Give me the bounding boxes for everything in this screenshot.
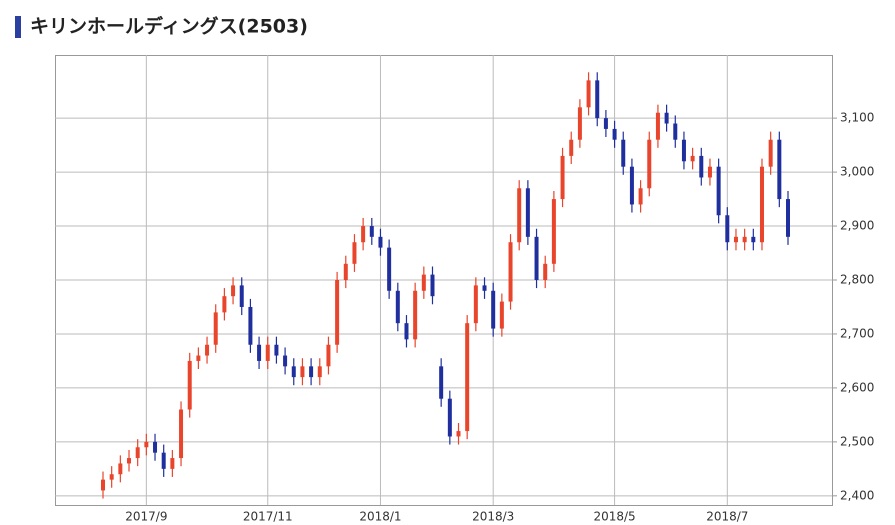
candle-body: [725, 215, 730, 243]
candle-body: [681, 139, 686, 162]
candle-body: [421, 274, 426, 291]
candle-body: [343, 263, 348, 280]
candle-body: [733, 236, 738, 243]
candle-body: [239, 285, 244, 307]
candle-body: [595, 80, 600, 119]
candle-body: [300, 366, 305, 378]
candle-body: [213, 312, 218, 345]
candle-body: [257, 344, 262, 361]
candle-body: [283, 355, 288, 367]
candle-body: [664, 112, 669, 124]
candle-body: [673, 123, 678, 140]
candle-body: [768, 139, 773, 167]
candle-body: [716, 166, 721, 216]
candle-body: [309, 366, 314, 378]
candle-body: [655, 112, 660, 140]
candle-body: [560, 155, 565, 200]
y-tick-label: 2,800: [840, 273, 874, 287]
x-tick-label: 2018/3: [472, 510, 514, 524]
candle-body: [153, 441, 158, 453]
candle-body: [551, 199, 556, 264]
candle-body: [187, 360, 192, 410]
candle-body: [387, 247, 392, 291]
y-tick-label: 3,000: [840, 165, 874, 179]
candle-body: [205, 344, 210, 356]
y-tick-label: 2,400: [840, 488, 874, 502]
candle-body: [352, 242, 357, 264]
candle-body: [196, 355, 201, 361]
candle-body: [690, 155, 695, 162]
candle-body: [473, 285, 478, 324]
y-tick-label: 2,700: [840, 326, 874, 340]
candle-body: [577, 107, 582, 140]
x-tick-label: 2018/7: [706, 510, 748, 524]
candle-body: [378, 236, 383, 248]
candle-body: [586, 80, 591, 108]
candle-body: [603, 118, 608, 129]
candle-body: [395, 290, 400, 324]
candle-body: [101, 479, 105, 491]
candle-body: [525, 188, 530, 237]
candle-body: [135, 447, 140, 459]
candle-body: [465, 323, 470, 432]
candle-body: [629, 166, 634, 205]
candle-body: [491, 290, 496, 329]
candle-body: [499, 301, 504, 329]
candle-body: [144, 441, 149, 448]
x-tick-label: 2018/1: [359, 510, 401, 524]
candle-body: [222, 296, 227, 313]
x-tick-label: 2017/11: [243, 510, 293, 524]
y-tick-label: 2,500: [840, 434, 874, 448]
candle-body: [274, 344, 279, 356]
candle-body: [335, 280, 340, 345]
x-tick-label: 2018/5: [593, 510, 635, 524]
candle-body: [265, 344, 270, 361]
candle-body: [317, 366, 322, 378]
candle-body: [369, 226, 374, 237]
candle-body: [231, 285, 236, 297]
candle-body: [326, 344, 331, 367]
candle-body: [248, 306, 253, 345]
candle-body: [482, 285, 487, 291]
x-tick-label: 2017/9: [125, 510, 167, 524]
candle-body: [404, 323, 409, 340]
title-icon: [15, 16, 21, 38]
candle-body: [109, 474, 114, 480]
candle-body: [508, 242, 513, 302]
candle-body: [118, 463, 123, 475]
candle-body: [759, 166, 764, 243]
y-tick-label: 2,900: [840, 219, 874, 233]
candle-body: [543, 263, 548, 280]
candle-body: [179, 409, 184, 459]
candle-body: [786, 199, 790, 237]
candle-body: [569, 139, 574, 156]
candle-body: [456, 431, 461, 437]
candle-body: [413, 290, 418, 340]
candle-body: [291, 366, 296, 378]
candle-body: [647, 139, 652, 189]
candle-body: [612, 128, 617, 140]
candle-body: [751, 236, 756, 243]
y-tick-label: 3,100: [840, 111, 874, 125]
candle-body: [127, 458, 132, 464]
candle-body: [707, 166, 712, 178]
candle-body: [161, 452, 166, 469]
candle-body: [621, 139, 626, 167]
candle-body: [517, 188, 522, 243]
candle-body: [742, 236, 747, 243]
chart-title: キリンホールディングス(2503): [30, 15, 308, 38]
candle-body: [638, 188, 643, 205]
y-tick-label: 2,600: [840, 380, 874, 394]
candle-body: [170, 458, 175, 469]
candle-body: [534, 236, 539, 280]
candle-body: [439, 366, 444, 399]
candle-body: [699, 155, 704, 178]
candle-body: [777, 139, 782, 200]
candle-body: [361, 226, 366, 243]
candle-body: [447, 398, 452, 437]
candle-body: [430, 274, 435, 297]
